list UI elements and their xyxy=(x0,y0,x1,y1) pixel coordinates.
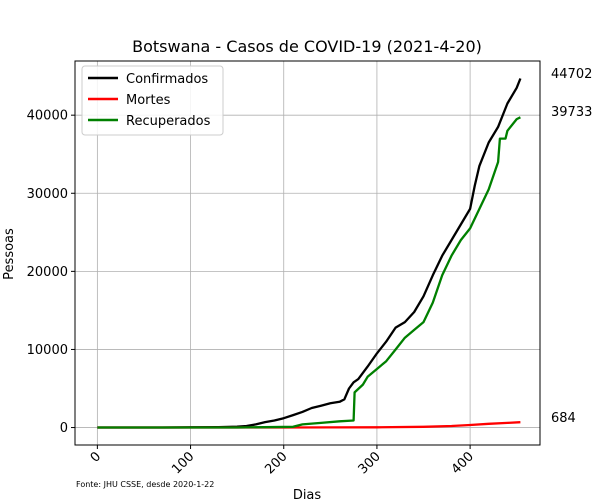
legend-label-mortes: Mortes xyxy=(126,93,171,108)
plot-frame xyxy=(74,60,541,446)
legend-label-recuperados: Recuperados xyxy=(126,114,211,129)
x-tick-label: 200 xyxy=(262,449,290,477)
y-tick-label: 30000 xyxy=(27,187,68,202)
x-axis-label: Dias xyxy=(293,488,322,500)
plot-lines xyxy=(97,78,522,429)
y-tick-label: 40000 xyxy=(27,109,68,124)
x-tick-label: 100 xyxy=(169,449,197,477)
source-note: Fonte: JHU CSSE, desde 2020-1-22 xyxy=(76,480,214,489)
series-line-confirmados xyxy=(97,78,522,429)
x-tick-label: 400 xyxy=(449,449,477,477)
end-label-recuperados: 39733 xyxy=(551,105,592,120)
end-label-confirmados: 44702 xyxy=(551,67,592,82)
legend-label-confirmados: Confirmados xyxy=(126,72,208,87)
end-label-mortes: 684 xyxy=(551,411,576,426)
x-tick-label: 300 xyxy=(356,449,384,477)
y-tick-label: 0 xyxy=(60,421,68,436)
chart-title: Botswana - Casos de COVID-19 (2021-4-20) xyxy=(132,37,482,56)
series-line-recuperados xyxy=(97,116,521,429)
legend: Confirmados Mortes Recuperados xyxy=(81,65,224,136)
y-axis-label: Pessoas xyxy=(2,228,17,280)
axis-ticks: 0 100 200 300 400 0 10000 20000 30000 40000 xyxy=(27,109,477,478)
y-tick-label: 20000 xyxy=(27,265,68,280)
x-tick-label: 0 xyxy=(88,449,104,465)
y-tick-label: 10000 xyxy=(27,343,68,358)
legend-box xyxy=(81,65,224,136)
